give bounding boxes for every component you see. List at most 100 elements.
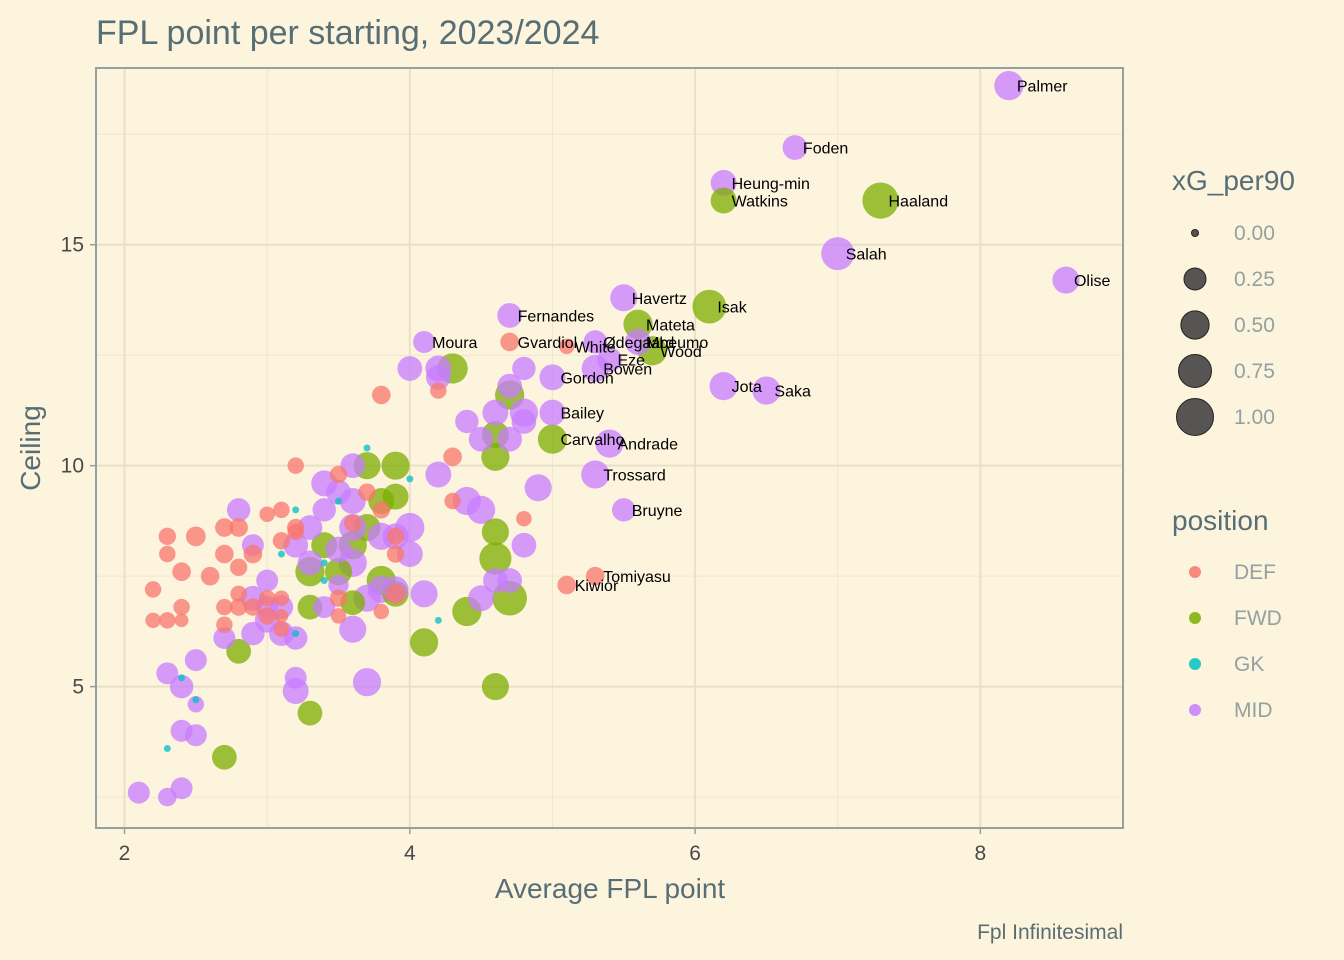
- point-def: [516, 510, 532, 527]
- point-label: Jota: [732, 379, 762, 396]
- point-mid: [213, 627, 236, 649]
- point-mid: [455, 409, 479, 434]
- point-def: [385, 583, 406, 604]
- point-def: [430, 382, 447, 399]
- point-gk: [178, 674, 186, 682]
- point-label: Heung-min: [732, 176, 810, 193]
- size-legend-label: 1.00: [1234, 406, 1275, 429]
- point-label: Watkins: [732, 194, 788, 211]
- point-def: [371, 385, 391, 405]
- point-mid: [709, 372, 738, 401]
- point-label: Trossard: [603, 468, 666, 485]
- point-def: [173, 598, 190, 616]
- point-mid: [511, 532, 537, 558]
- size-legend-key: [1176, 398, 1214, 436]
- point-label: Bowen: [603, 361, 652, 378]
- point-mid: [184, 649, 207, 672]
- chart-title: FPL point per starting, 2023/2024: [96, 14, 599, 52]
- point-def: [372, 501, 390, 519]
- point-mid: [413, 330, 436, 353]
- point-mid: [539, 364, 566, 391]
- x-tick-label: 4: [404, 842, 416, 865]
- point-def: [585, 566, 605, 586]
- point-label: Carvalho: [560, 432, 624, 449]
- point-def: [273, 621, 290, 637]
- point-def: [229, 558, 248, 576]
- size-legend-key: [1183, 267, 1207, 291]
- point-def: [258, 589, 276, 607]
- y-axis-title: Ceiling: [15, 405, 46, 491]
- size-legend-label: 0.00: [1234, 222, 1275, 245]
- point-mid: [170, 777, 193, 800]
- point-fwd: [409, 628, 439, 657]
- point-label: Gvardiol: [518, 335, 578, 352]
- point-def: [229, 518, 248, 537]
- point-mid: [312, 498, 336, 522]
- point-def: [273, 501, 290, 519]
- point-label: Kiwior: [575, 578, 619, 595]
- point-def: [174, 613, 189, 628]
- point-label: Palmer: [1017, 79, 1068, 96]
- color-legend-key-mid: [1189, 704, 1201, 716]
- point-mid: [612, 498, 636, 522]
- point-label: Ødegaard: [603, 335, 674, 352]
- point-label: Fernandes: [518, 308, 595, 325]
- point-fwd: [862, 182, 899, 219]
- point-label: Gordon: [560, 370, 613, 387]
- point-mid: [184, 724, 207, 747]
- point-def: [386, 545, 405, 563]
- caption: Fpl Infinitesimal: [977, 921, 1123, 944]
- point-mid: [256, 569, 279, 592]
- color-legend-label: MID: [1234, 699, 1273, 722]
- point-mid: [325, 536, 352, 563]
- point-def: [230, 585, 247, 603]
- color-legend-key-fwd: [1189, 612, 1201, 624]
- point-fwd: [297, 700, 323, 726]
- point-label: Salah: [846, 247, 887, 264]
- point-gk: [363, 444, 371, 452]
- point-def: [287, 457, 304, 474]
- point-mid: [821, 237, 855, 271]
- point-mid: [326, 479, 351, 505]
- size-legend-label: 0.50: [1234, 314, 1275, 337]
- point-mid: [482, 399, 509, 426]
- data-points: [127, 71, 1080, 807]
- point-def: [329, 465, 348, 484]
- point-def: [216, 616, 233, 633]
- point-def: [500, 332, 519, 352]
- point-label: Mateta: [646, 317, 695, 334]
- point-def: [386, 527, 405, 546]
- point-mid: [127, 781, 150, 804]
- point-fwd: [710, 187, 737, 214]
- point-def: [215, 518, 234, 537]
- point-mid: [583, 330, 607, 354]
- x-tick-label: 8: [975, 842, 987, 865]
- point-label: Saka: [774, 384, 811, 401]
- point-mid: [241, 621, 265, 646]
- color-legend: DEF FWD GK MID: [1189, 561, 1282, 722]
- point-def: [259, 506, 275, 523]
- x-tick-label: 2: [119, 842, 131, 865]
- point-mid: [524, 474, 552, 502]
- point-mid: [994, 71, 1024, 101]
- point-gk: [434, 616, 442, 624]
- point-mid: [497, 426, 523, 452]
- point-label: Mbeumo: [646, 335, 708, 352]
- point-mid: [539, 399, 566, 426]
- point-label: Moura: [432, 335, 477, 352]
- point-label: Foden: [803, 141, 848, 158]
- point-def: [144, 581, 162, 598]
- x-axis-title: Average FPL point: [495, 873, 726, 904]
- point-mid: [297, 515, 323, 540]
- point-mid: [497, 568, 523, 593]
- point-def: [273, 590, 290, 606]
- point-mid: [156, 662, 179, 685]
- point-fwd: [537, 424, 568, 454]
- point-gk: [320, 577, 328, 585]
- point-def: [272, 532, 291, 550]
- point-def: [216, 598, 233, 616]
- point-def: [258, 607, 276, 625]
- point-label: Havertz: [632, 291, 687, 308]
